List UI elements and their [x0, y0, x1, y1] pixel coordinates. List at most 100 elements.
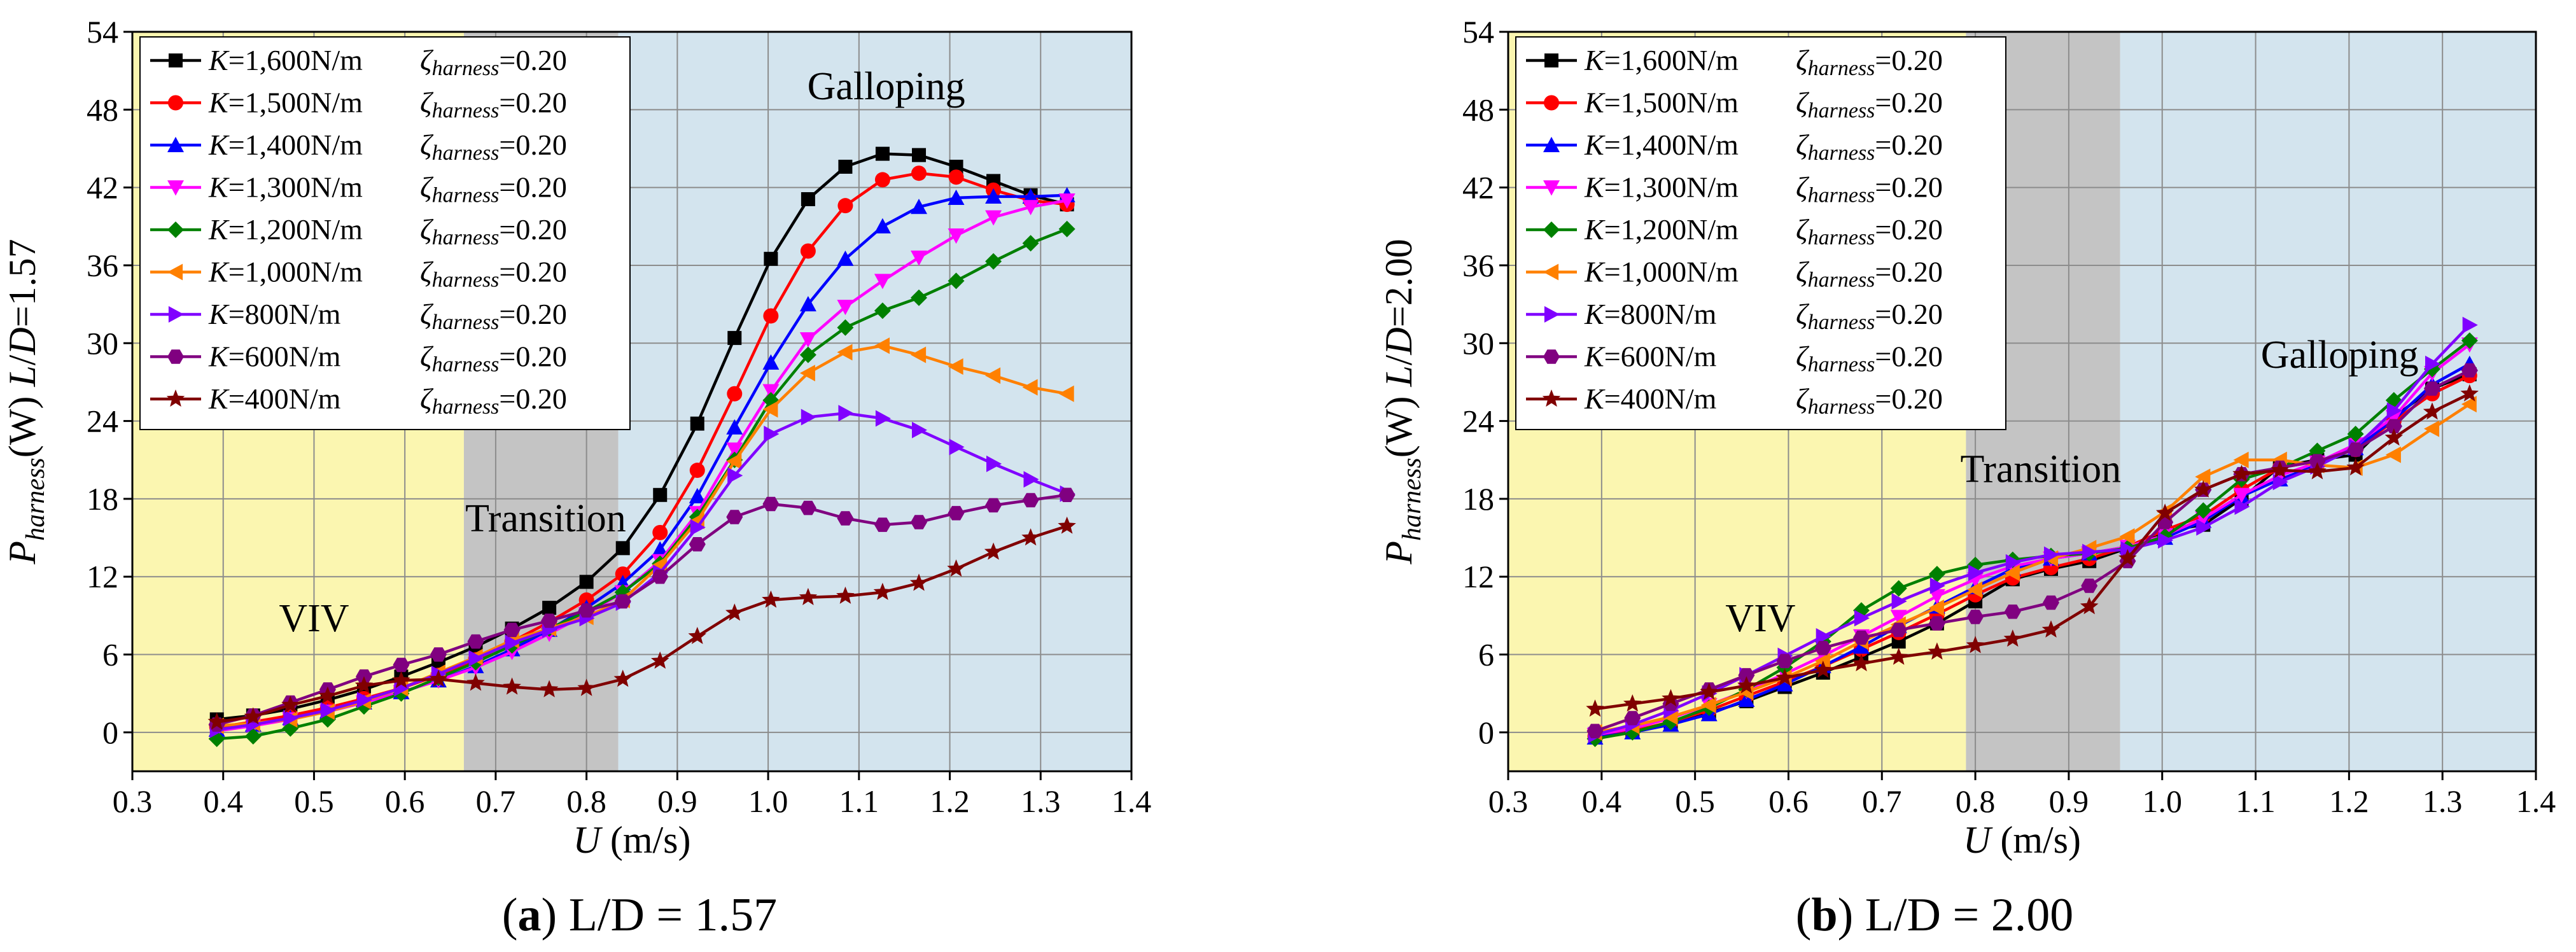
- chart-b-data-point: [2081, 578, 2098, 593]
- chart-a-legend-item: K=1,300N/m ζharness=0.20: [150, 171, 567, 207]
- chart-a-data-point: [505, 634, 521, 652]
- chart-a-plot-frame: [131, 31, 1133, 773]
- chart-b-data-point: [2043, 595, 2059, 610]
- chart-a-data-point: [837, 300, 854, 316]
- chart-b-legend-label: K=1,600N/m: [1584, 44, 1739, 76]
- chart-a-data-point: [577, 678, 596, 696]
- chart-a-legend-zeta: ζ: [420, 256, 434, 288]
- chart-a-legend-item: K=800N/m ζharness=0.20: [150, 298, 567, 334]
- chart-a-data-point: [911, 165, 927, 181]
- chart-b-y-axis-label-var: P: [1378, 541, 1420, 565]
- chart-a-legend-zeta-val: =0.20: [499, 44, 566, 76]
- chart-a-legend-damping: ζharness=0.20: [420, 298, 567, 334]
- chart-a-legend-zeta: ζ: [420, 298, 434, 330]
- chart-b-legend-zeta-val: =0.20: [1875, 129, 1942, 161]
- chart-b-data-point: [2347, 442, 2364, 457]
- chart-a-legend-item: K=1,600N/m ζharness=0.20: [150, 44, 567, 80]
- chart-a-data-point: [874, 172, 890, 188]
- chart-a-data-point: [318, 686, 337, 704]
- chart-a-legend-zeta: ζ: [420, 87, 434, 119]
- chart-a-data-point: [762, 590, 780, 608]
- chart-a-data-point: [503, 677, 521, 695]
- chart-b-legend-item: K=1,000N/m ζharness=0.20: [1526, 256, 1943, 292]
- chart-a-y-tick-label: 30: [87, 325, 118, 361]
- chart-b-legend-zeta: ζ: [1796, 340, 1810, 373]
- chart-a-data-point: [1058, 193, 1075, 209]
- chart-b-x-tick-label: 1.2: [2329, 783, 2369, 819]
- chart-b-legend-zeta-sub: harness: [1808, 226, 1875, 249]
- chart-a-data-point: [688, 627, 706, 645]
- chart-a-data-point: [762, 496, 780, 512]
- chart-b-x-tick-label: 1.0: [2142, 783, 2182, 819]
- chart-a-legend-item: K=1,000N/m ζharness=0.20: [150, 256, 567, 292]
- chart-b-y-axis-label-l: L: [1378, 365, 1420, 387]
- chart-a-legend-k: K: [208, 171, 230, 204]
- chart-b-data-point: [2120, 541, 2136, 558]
- chart-a-y-axis-label: Pharness(W) L/D=1.57: [1, 239, 50, 564]
- chart-a-series-8: [207, 516, 1076, 730]
- chart-a-data-point: [1022, 200, 1039, 216]
- chart-b-legend-box: [1515, 36, 2006, 430]
- chart-a-legend-zeta: ζ: [420, 340, 434, 373]
- chart-b-legend-damping: ζharness=0.20: [1796, 256, 1943, 292]
- chart-b-legend-damping: ζharness=0.20: [1796, 87, 1943, 123]
- chart-b-legend-zeta: ζ: [1796, 256, 1810, 288]
- chart-a-legend-damping: ζharness=0.20: [420, 213, 567, 249]
- chart-a-x-axis-label-var: U: [573, 819, 603, 861]
- chart-b-data-point: [1929, 577, 1945, 594]
- chart-a-data-point: [726, 452, 742, 470]
- chart-a-data-point: [207, 712, 226, 730]
- chart-a-x-axis-label: U (m/s): [573, 819, 691, 861]
- chart-a-data-point: [1022, 379, 1038, 396]
- chart-a-legend-label: K=600N/m: [208, 340, 341, 373]
- chart-b-data-point: [1890, 622, 1907, 638]
- chart-b-data-point: [1890, 580, 1907, 597]
- chart-b-data-point: [1890, 610, 1907, 626]
- chart-b-legend-zeta-val: =0.20: [1875, 171, 1942, 204]
- chart-b-data-point: [2461, 332, 2478, 349]
- chart-a-y-tick-label: 18: [87, 481, 118, 517]
- chart-a-legend-kval: =400N/m: [228, 382, 341, 415]
- chart-a-data-point: [837, 319, 854, 336]
- chart-b-x-tick-label: 0.8: [1956, 783, 1996, 819]
- chart-a-data-point: [429, 669, 448, 687]
- chart-a-data-point: [430, 647, 447, 662]
- chart-b-data-point: [2004, 605, 2021, 619]
- chart-a-legend-zeta: ζ: [420, 129, 434, 161]
- chart-a-data-point: [911, 515, 927, 529]
- chart-a-data-point: [799, 365, 815, 382]
- chart-b-legend-item: K=400N/m ζharness=0.20: [1526, 382, 1943, 419]
- chart-a-data-point: [393, 657, 410, 673]
- chart-b-legend-kval: =800N/m: [1604, 298, 1717, 330]
- chart-b-y-axis-label-gap: [1378, 387, 1420, 396]
- chart-a-data-point: [912, 148, 927, 162]
- chart-a-data-point: [689, 537, 706, 552]
- chart-a-legend-zeta-val: =0.20: [499, 129, 566, 161]
- chart-b-data-point: [1624, 711, 1641, 725]
- chart-b-legend-k: K: [1584, 171, 1606, 204]
- chart-a-data-point: [909, 573, 928, 591]
- chart-b-data-point: [1928, 599, 1944, 617]
- chart-b-legend-zeta: ζ: [1796, 298, 1810, 330]
- chart-b-legend-kval: =1,300N/m: [1604, 171, 1739, 204]
- chart-b-legend-zeta: ζ: [1796, 213, 1810, 246]
- chart-a-legend-kval: =1,500N/m: [228, 87, 363, 119]
- chart-a-data-point: [283, 710, 299, 727]
- chart-a-legend-k: K: [208, 213, 230, 246]
- chart-a-region-label: VIV: [279, 597, 349, 640]
- chart-a-data-point: [468, 650, 484, 667]
- chart-b-x-tick-label: 0.4: [1582, 783, 1622, 819]
- chart-a-data-point: [1058, 516, 1076, 534]
- chart-a-legend-k: K: [208, 382, 230, 415]
- chart-a-data-point: [949, 160, 963, 174]
- chart-a-legend-zeta-sub: harness: [432, 184, 500, 207]
- chart-b-data-point: [2347, 426, 2364, 442]
- chart-b-data-point: [2385, 446, 2401, 463]
- chart-a-x-tick-label: 0.7: [476, 783, 516, 819]
- chart-b-plot-frame: [1507, 31, 2537, 773]
- chart-a-data-point: [540, 680, 559, 697]
- chart-a-data-point: [1022, 188, 1039, 204]
- chart-a-data-point: [392, 671, 410, 689]
- chart-b-legend-label: K=1,000N/m: [1584, 256, 1739, 288]
- chart-b-data-point: [2461, 363, 2478, 378]
